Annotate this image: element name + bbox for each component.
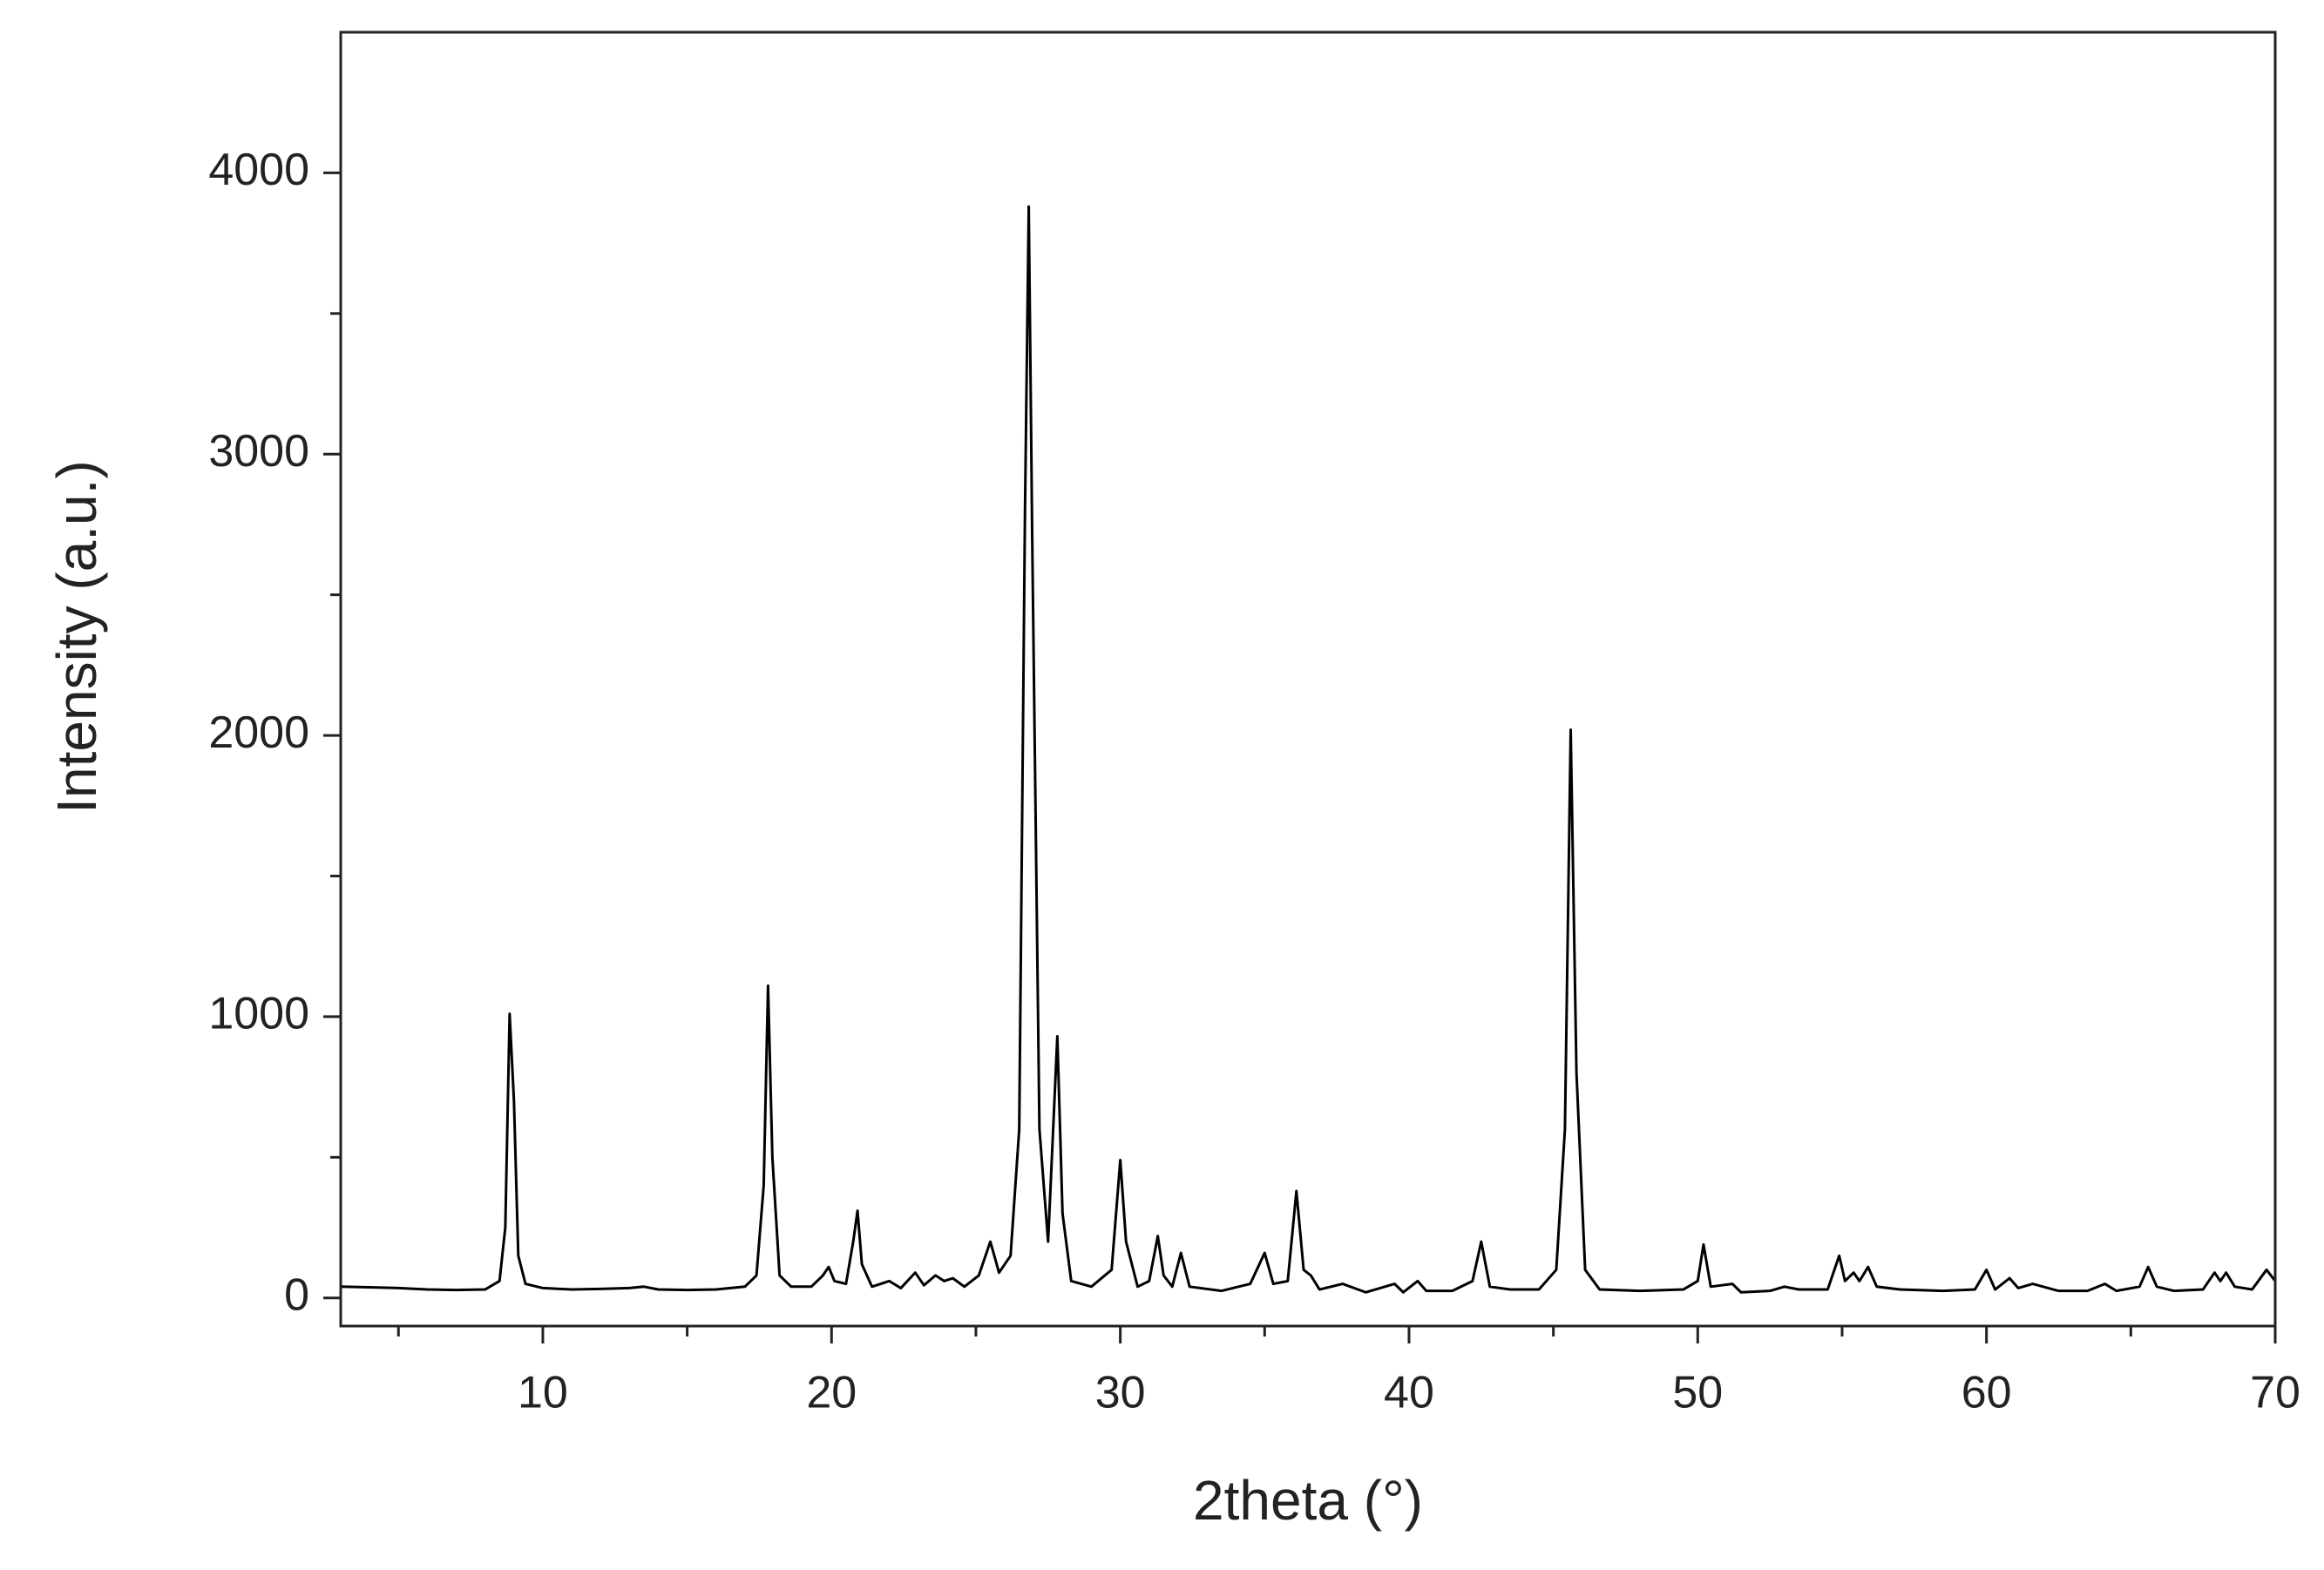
x-tick-label: 60 xyxy=(1962,1368,2012,1418)
x-tick-label: 10 xyxy=(518,1368,568,1418)
x-tick-label: 50 xyxy=(1672,1368,1723,1418)
y-tick-label: 1000 xyxy=(208,989,309,1039)
y-axis-title: Intensity (a.u.) xyxy=(45,460,108,814)
y-tick-label: 3000 xyxy=(208,426,309,477)
x-tick-label: 20 xyxy=(806,1368,857,1418)
y-tick-label: 0 xyxy=(284,1269,309,1320)
x-tick-label: 30 xyxy=(1095,1368,1146,1418)
y-tick-label: 4000 xyxy=(208,145,309,195)
x-axis-title: 2theta (°) xyxy=(1193,1469,1423,1532)
data-line xyxy=(340,205,2277,1294)
plot-frame xyxy=(339,30,2277,1328)
x-tick-label: 70 xyxy=(2250,1368,2300,1418)
y-tick-label: 2000 xyxy=(208,707,309,758)
x-tick-label: 40 xyxy=(1384,1368,1434,1418)
